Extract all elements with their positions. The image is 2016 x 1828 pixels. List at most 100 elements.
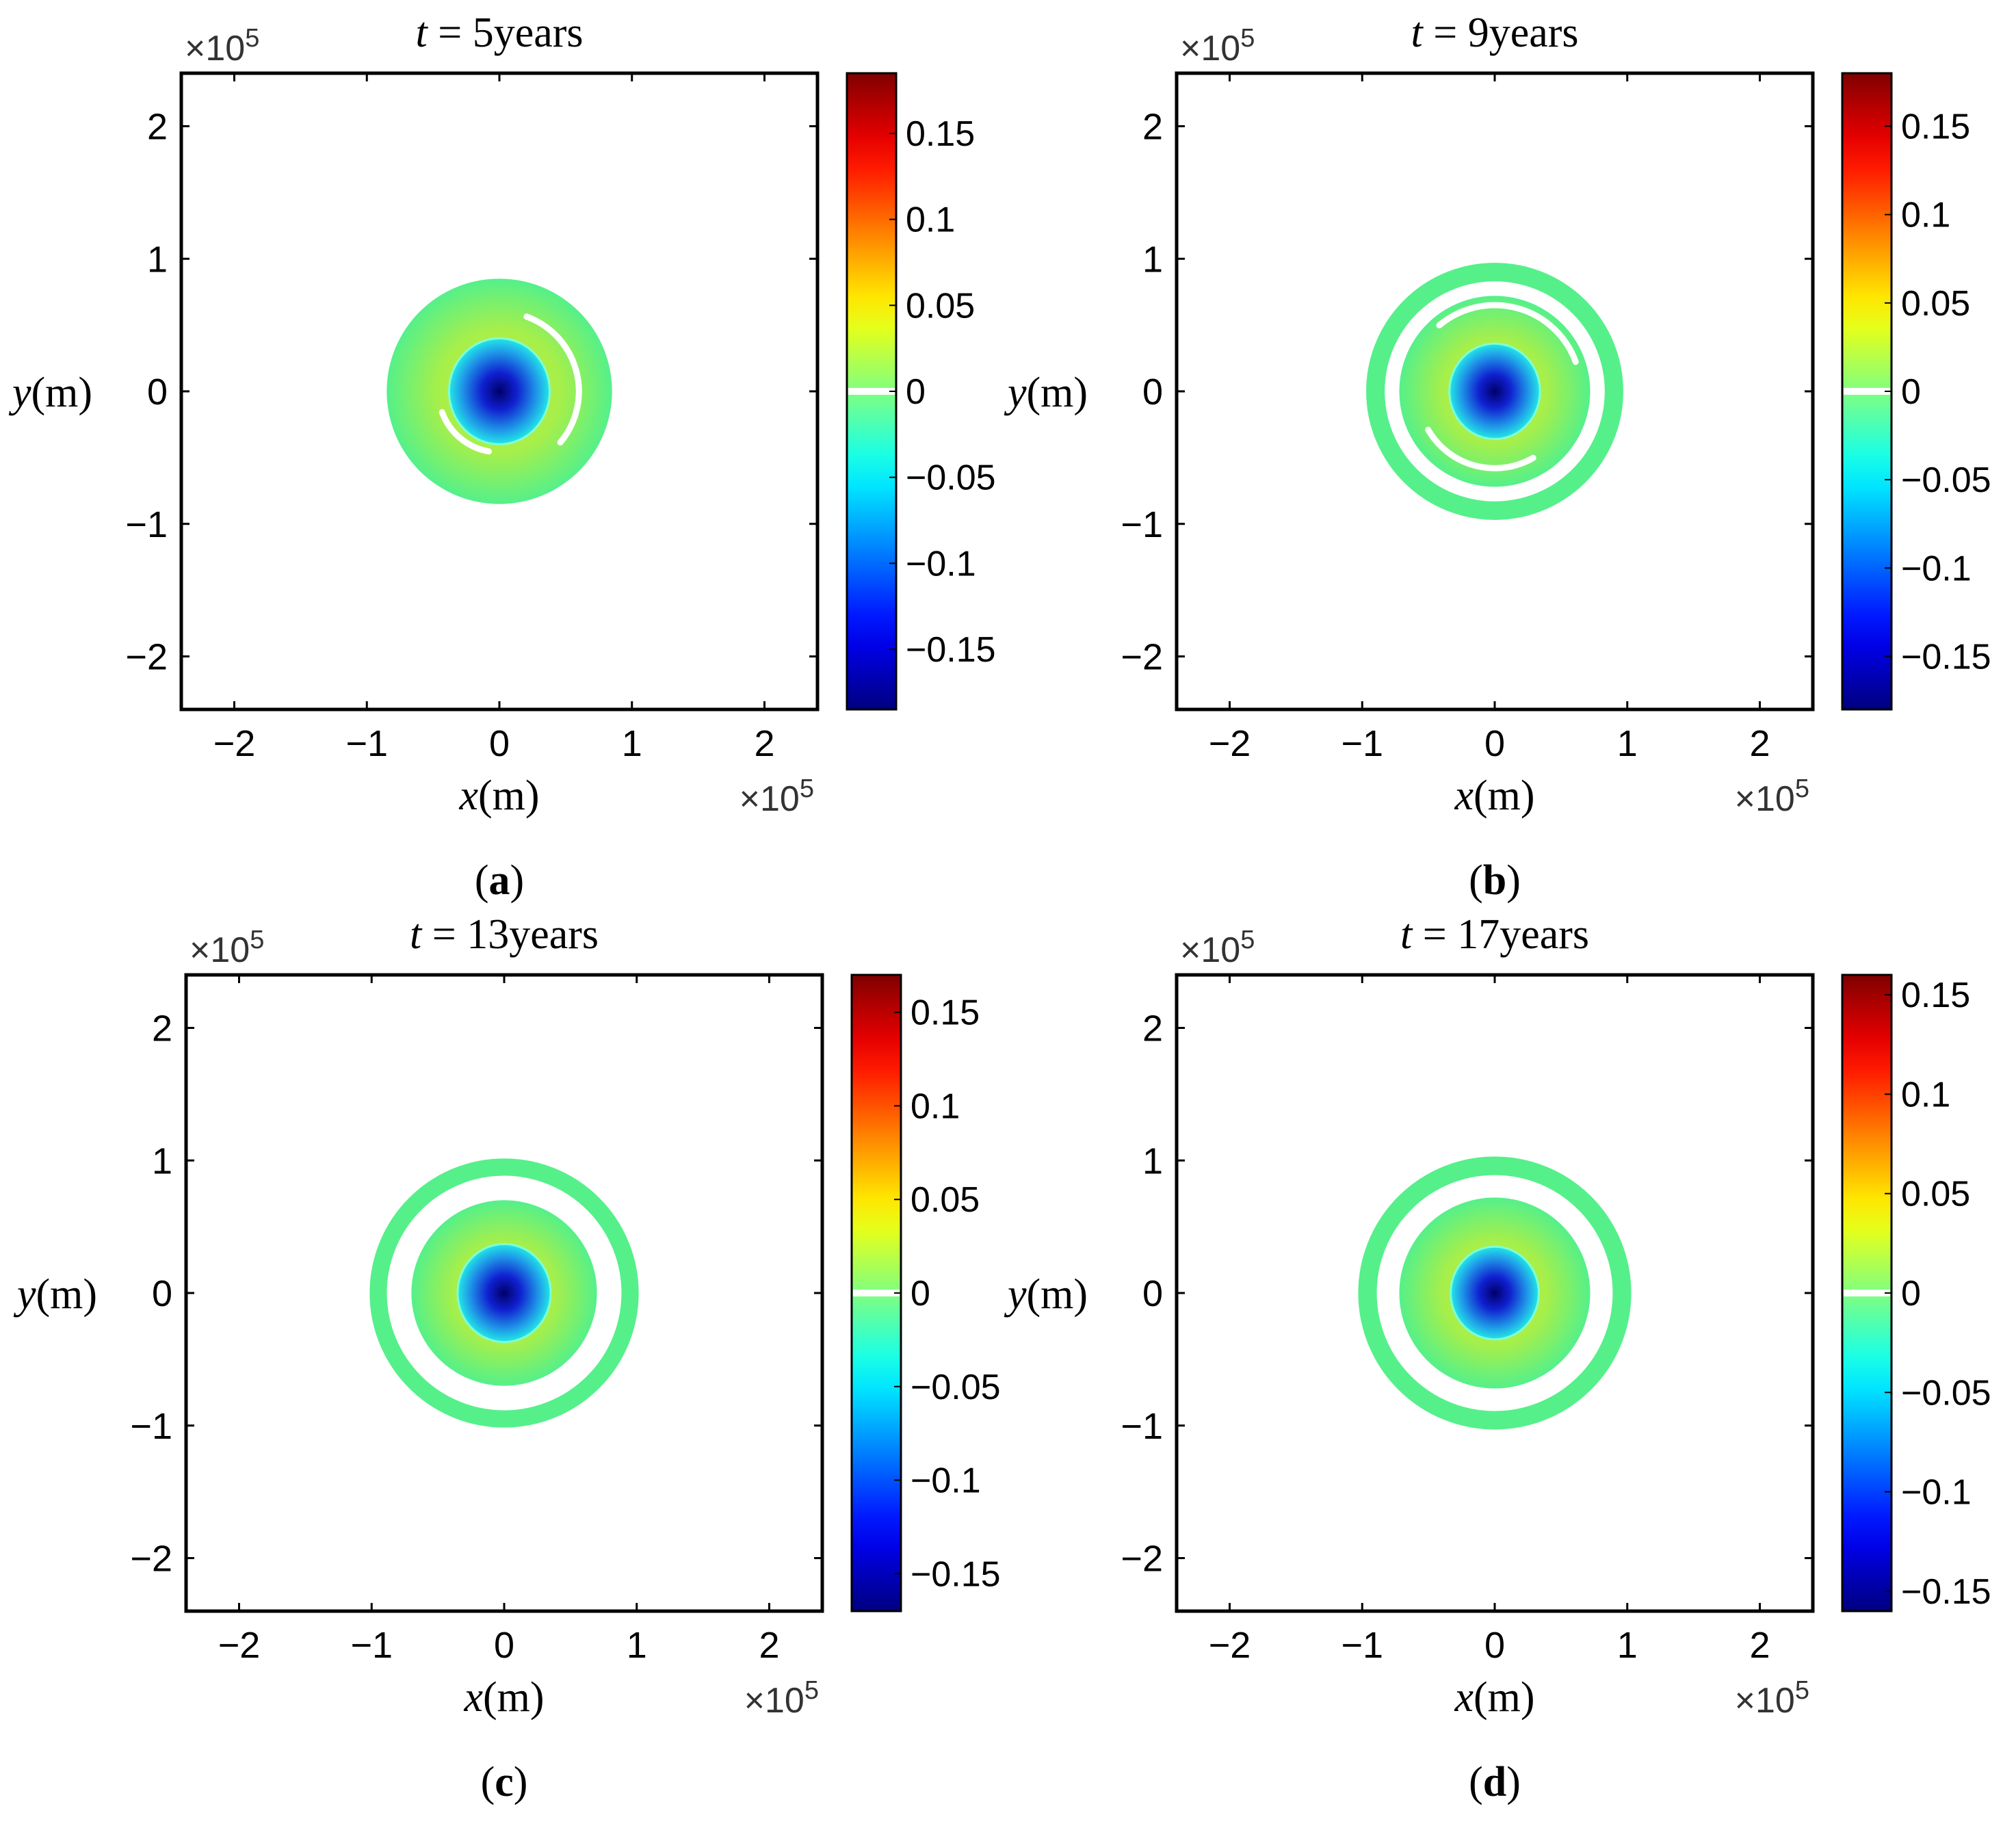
colorbar-tick-label: 0.15: [911, 993, 980, 1033]
colorbar-tick-label: −0.15: [1901, 638, 1991, 677]
colorbar-zero-gap: [848, 388, 895, 395]
colorbar-tick-label: 0.1: [911, 1086, 960, 1126]
y-tick-label: −1: [125, 504, 168, 545]
spiral-gap-1: [1436, 302, 1579, 365]
x-tick-label: −2: [213, 723, 256, 764]
y-tick-label: 1: [1142, 239, 1163, 280]
y-tick-label: −2: [125, 637, 168, 678]
colorbar-tick-label: 0.05: [1901, 1175, 1970, 1214]
colorbar-tick-label: −0.15: [1901, 1572, 1991, 1612]
heatmap-field: [387, 278, 612, 504]
y-exponent-label: ×105: [1180, 24, 1255, 68]
y-exponent-label: ×105: [185, 24, 259, 68]
x-axis-label: x(m): [1454, 772, 1534, 819]
colorbar-tick-label: 0.1: [1901, 196, 1950, 235]
title-variable: t: [410, 911, 423, 958]
y-tick-label: 0: [152, 1273, 172, 1314]
colorbar-tick-label: −0.05: [1901, 460, 1991, 500]
y-tick-label: −2: [1121, 1539, 1163, 1580]
panel-a: t = 5years ×105 −2 −1 0 1 2 2 1 0 −1 −2 x(m) y(m) ×105…: [8, 10, 996, 904]
colorbar-zero-gap: [853, 1290, 900, 1296]
panel-label: (c): [481, 1759, 528, 1805]
colorbar-tick-label: −0.1: [1901, 1473, 1972, 1513]
outer-ring-1: [369, 1158, 639, 1428]
x-tick-label: −1: [1341, 723, 1383, 764]
title-equals: =: [1423, 10, 1468, 56]
panel-label: (b): [1469, 857, 1521, 904]
x-tick-label: −2: [218, 1625, 261, 1666]
colorbar-tick-label: 0.05: [911, 1180, 980, 1220]
colorbar-tick-label: −0.1: [1901, 549, 1972, 588]
colorbar-tick-label: 0.15: [1901, 976, 1970, 1015]
spiral-gap-2: [557, 1251, 620, 1394]
panel-d: t = 17years ×105 −2 −1 0 1 2 2 1 0 −1 −2 x(m) y(m) ×10…: [1004, 911, 1991, 1805]
x-axis-label: x(m): [1454, 1674, 1534, 1721]
y-axis-label: y(m): [8, 369, 92, 416]
heatmap-field: [1358, 1156, 1632, 1430]
y-tick-label: −2: [1121, 637, 1163, 678]
title-value: 9years: [1468, 10, 1579, 56]
x-tick-label: 2: [1749, 723, 1770, 764]
y-tick-label: −2: [130, 1539, 172, 1580]
x-tick-label: −1: [345, 723, 388, 764]
colorbar-zero-gap: [1844, 1290, 1890, 1296]
spiral-gap-2: [1425, 426, 1536, 471]
colorbar-tick-label: 0.05: [906, 286, 975, 326]
outer-ring-1: [1358, 1156, 1632, 1430]
title-value: 13years: [467, 911, 599, 958]
y-axis-label: y(m): [13, 1271, 97, 1318]
colorbar-tick-label: −0.1: [911, 1461, 981, 1501]
x-exponent-label: ×105: [1735, 774, 1809, 819]
x-axis-label: x(m): [463, 1674, 544, 1721]
x-tick-label: 0: [494, 1625, 514, 1666]
colorbar-tick-label: −0.15: [911, 1554, 1001, 1594]
y-tick-label: 2: [152, 1008, 172, 1049]
title-variable: t: [1400, 911, 1413, 958]
colorbar-tick-label: 0.1: [906, 200, 955, 240]
colorbar-tick-label: 0.05: [1901, 284, 1970, 324]
y-tick-label: 1: [152, 1140, 172, 1181]
x-tick-label: 2: [759, 1625, 779, 1666]
spiral-gap-2: [438, 409, 492, 455]
x-exponent-label: ×105: [744, 1676, 819, 1721]
y-tick-label: 2: [1142, 1008, 1163, 1049]
y-tick-label: 2: [147, 107, 168, 148]
negative-core: [1448, 342, 1541, 441]
negative-core: [447, 337, 551, 445]
spiral-gap-2: [1577, 1218, 1610, 1352]
x-tick-label: −2: [1209, 723, 1251, 764]
x-tick-label: 2: [1749, 1625, 1770, 1666]
y-tick-label: 2: [1142, 107, 1163, 148]
panel-label: (d): [1469, 1759, 1521, 1805]
title-equals: =: [421, 911, 467, 958]
colorbar-tick-label: 0.1: [1901, 1075, 1950, 1114]
x-exponent-label: ×105: [1735, 1676, 1809, 1721]
y-tick-label: −1: [1121, 504, 1163, 545]
spiral-gap-1: [1378, 1270, 1460, 1402]
colorbar-tick-label: 0: [911, 1274, 930, 1314]
x-tick-label: 2: [754, 723, 774, 764]
outer-ring-1: [1366, 263, 1623, 520]
title-equals: =: [428, 10, 473, 56]
y-tick-label: −1: [130, 1406, 172, 1447]
colorbar-tick-label: 0: [1901, 372, 1921, 412]
spiral-gap-1: [392, 1236, 471, 1398]
y-axis-label: y(m): [1004, 1271, 1088, 1318]
panel-label: (a): [475, 857, 524, 904]
y-exponent-label: ×105: [189, 926, 264, 970]
colorbar-tick-label: −0.05: [911, 1368, 1001, 1407]
x-tick-label: 1: [622, 723, 642, 764]
title-variable: t: [1411, 10, 1424, 56]
x-tick-label: −1: [350, 1625, 393, 1666]
spiral-gap-1: [523, 313, 582, 446]
y-tick-label: 1: [147, 239, 168, 280]
x-tick-label: 1: [627, 1625, 647, 1666]
y-tick-label: 1: [1142, 1140, 1163, 1181]
y-tick-label: 0: [1142, 1273, 1163, 1314]
panel-title: t = 13years: [410, 911, 599, 958]
x-tick-label: 0: [1484, 1625, 1505, 1666]
colorbar-tick-label: 0: [906, 372, 926, 412]
title-variable: t: [415, 10, 428, 56]
x-tick-label: −1: [1341, 1625, 1383, 1666]
